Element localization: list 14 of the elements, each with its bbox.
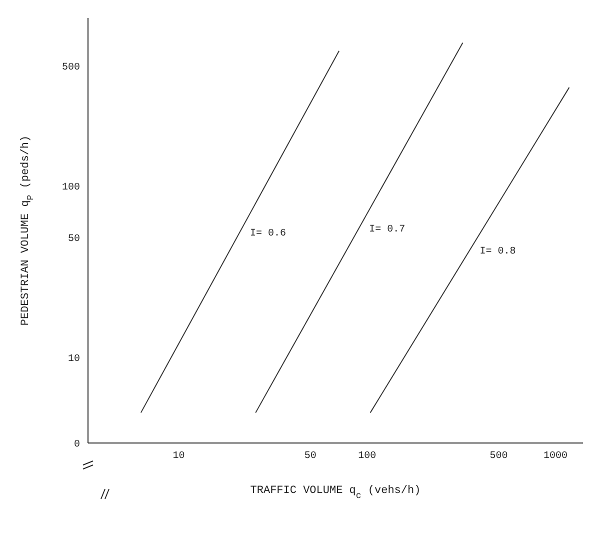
y-tick-label: 50: [68, 234, 80, 245]
y-tick-label: 500: [62, 62, 80, 74]
annotation: I= 0.8: [480, 246, 516, 258]
y-tick-label: 0: [74, 440, 80, 451]
x-tick-label: 500: [490, 451, 508, 462]
y-tick-label: 10: [68, 354, 80, 365]
x-tick-label: 50: [304, 451, 316, 462]
annotation: I= 0.7: [369, 224, 406, 236]
x-axis-title: TRAFFIC VOLUME q$_{c}$ (vehs/h): [250, 485, 421, 501]
annotation: I= 0.6: [250, 228, 286, 240]
x-tick-label: 10: [172, 451, 185, 462]
x-tick-label: 100: [358, 451, 376, 462]
x-tick-label: 1000: [543, 451, 568, 462]
y-tick-label: 100: [62, 182, 80, 194]
